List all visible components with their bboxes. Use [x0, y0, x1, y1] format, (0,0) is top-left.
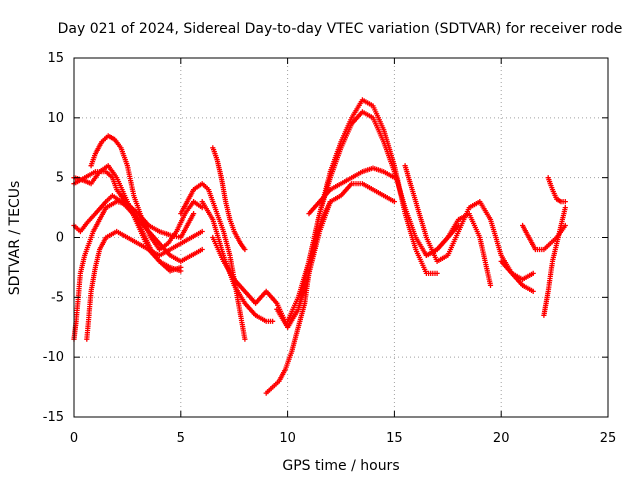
x-tick-label: 25: [600, 431, 617, 446]
y-tick-label: -15: [43, 410, 64, 425]
x-axis-title: GPS time / hours: [282, 458, 399, 474]
series-track-t: [541, 205, 568, 318]
x-tick-label: 20: [493, 431, 510, 446]
series-track-b: [71, 163, 184, 274]
data-points: [327, 181, 397, 205]
series-track-q: [423, 211, 494, 288]
data-points: [210, 199, 333, 330]
data-points: [199, 199, 276, 324]
series-track-g: [178, 181, 248, 342]
data-points: [423, 211, 494, 288]
data-points: [285, 109, 462, 324]
chart-title: Day 021 of 2024, Sidereal Day-to-day VTE…: [58, 21, 623, 37]
series-track-d: [88, 133, 205, 253]
data-points: [84, 228, 205, 342]
x-tick-label: 0: [70, 431, 78, 446]
series-track-h: [210, 145, 248, 253]
data-points: [541, 205, 568, 318]
x-tick-label: 10: [279, 431, 296, 446]
series-track-j: [210, 199, 333, 330]
grid-layer: [74, 58, 608, 417]
tick-layer: 0 5 10 15 20 25 -15 -10 -5 0 5 10 15: [43, 51, 617, 446]
data-points: [306, 165, 397, 217]
x-tick-label: 15: [386, 431, 403, 446]
y-tick-label: -5: [51, 290, 64, 305]
data-points: [178, 181, 248, 342]
series-track-r: [498, 258, 536, 282]
y-tick-label: -10: [43, 350, 64, 365]
data-points: [88, 133, 205, 253]
y-tick-label: 10: [47, 111, 64, 126]
y-tick-label: 5: [56, 171, 64, 186]
data-points: [71, 163, 184, 274]
series-track-o: [327, 181, 397, 205]
y-tick-label: 0: [56, 231, 64, 246]
y-axis-title: SDTVAR / TECUs: [7, 181, 23, 296]
series-track-u: [545, 175, 568, 205]
series-track-i: [199, 199, 276, 324]
data-points: [498, 258, 536, 282]
data-points: [545, 175, 568, 205]
series-track-f: [84, 228, 205, 342]
data-points: [263, 199, 333, 396]
series-track-k: [263, 199, 333, 396]
series-track-n: [306, 165, 397, 217]
y-tick-label: 15: [47, 51, 64, 66]
series-track-m: [285, 109, 462, 324]
data-points: [210, 145, 248, 253]
x-tick-label: 5: [177, 431, 185, 446]
data-layer: [71, 97, 568, 396]
